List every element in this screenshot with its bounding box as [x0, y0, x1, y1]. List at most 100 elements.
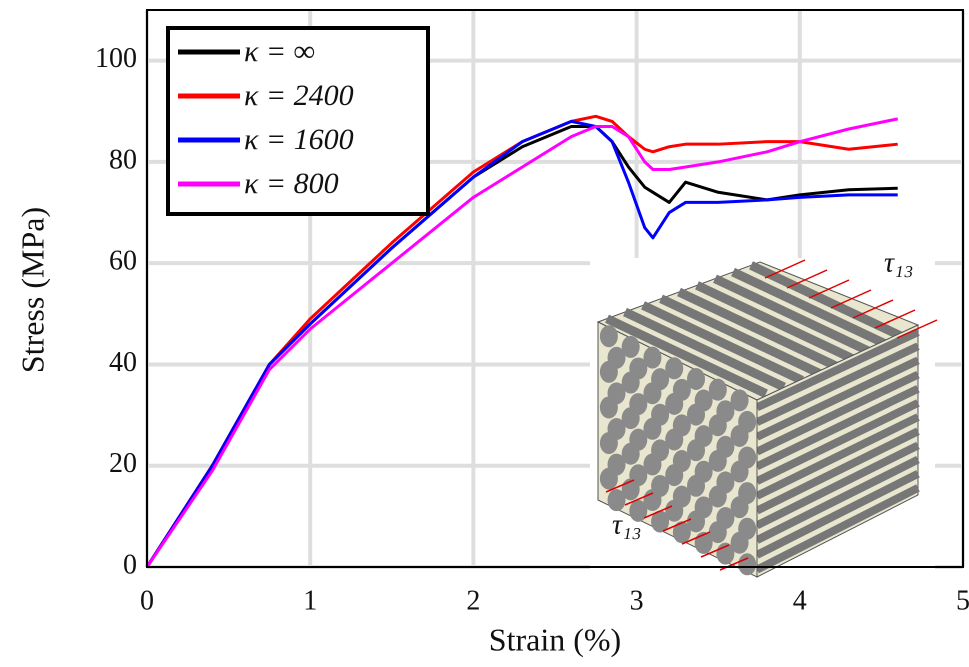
- series-line: [145, 117, 899, 568]
- load-arrow: [764, 259, 806, 279]
- fiber-section: [738, 553, 757, 576]
- fiber-section: [708, 378, 727, 401]
- y-tick-label: 100: [95, 43, 137, 74]
- fiber: [755, 484, 920, 574]
- fiber: [731, 267, 894, 352]
- fiber: [755, 441, 920, 529]
- plot-frame: [146, 9, 964, 568]
- fiber: [641, 301, 804, 385]
- fiber-section: [599, 467, 618, 490]
- fiber: [749, 261, 912, 345]
- inset-cube: [590, 258, 938, 588]
- fiber: [695, 281, 858, 365]
- y-tick-label: 0: [123, 549, 137, 580]
- x-tick-label: 2: [466, 585, 480, 616]
- x-axis-label: Strain (%): [489, 621, 621, 657]
- fiber-section: [599, 396, 618, 419]
- load-arrow: [874, 309, 916, 329]
- legend-label: κ = 2400: [244, 79, 354, 112]
- legend: κ = ∞ κ = 2400 κ = 1600 κ = 800: [166, 26, 430, 216]
- fiber: [755, 385, 920, 470]
- fiber-section: [621, 442, 640, 465]
- fiber-section: [607, 489, 626, 512]
- x-tick-label: 1: [303, 585, 317, 616]
- load-arrow: [624, 492, 654, 506]
- series-line: [145, 114, 898, 568]
- x-tick-label: 5: [956, 585, 969, 616]
- y-tick-label: 80: [109, 144, 137, 175]
- fiber-section: [730, 389, 749, 412]
- fiber-section: [687, 474, 706, 497]
- x-tick-label: 3: [630, 585, 644, 616]
- y-tick-label: 60: [109, 246, 137, 277]
- fiber: [755, 456, 920, 544]
- x-tick-label: 4: [793, 585, 807, 616]
- fiber-section: [665, 428, 684, 451]
- fiber-section: [651, 510, 670, 533]
- fiber-section: [708, 521, 727, 544]
- fiber-section: [643, 346, 662, 369]
- fiber: [659, 294, 822, 378]
- fiber-section: [599, 325, 618, 348]
- fiber-section: [687, 403, 706, 426]
- fiber-section: [730, 531, 749, 554]
- series-line: [145, 119, 898, 568]
- fiber-section: [621, 371, 640, 394]
- load-arrow: [605, 479, 635, 493]
- fiber: [755, 356, 920, 441]
- fiber: [623, 307, 786, 392]
- fiber-section: [665, 392, 684, 415]
- fiber-section: [599, 432, 618, 455]
- annotation: τ₁₃: [612, 509, 642, 540]
- fiber: [755, 370, 920, 456]
- fiber-section: [643, 453, 662, 476]
- fiber-section: [687, 439, 706, 462]
- fiber-section: [621, 335, 640, 358]
- y-axis-label: Stress (MPa): [14, 207, 50, 373]
- fiber: [677, 287, 840, 372]
- load-arrow: [643, 505, 673, 519]
- fiber-section: [730, 460, 749, 483]
- fiber-section: [599, 360, 618, 383]
- fiber-section: [665, 499, 684, 522]
- fiber-section: [708, 414, 727, 437]
- fiber-section: [672, 521, 691, 544]
- x-tick-label: 0: [140, 585, 154, 616]
- legend-label: κ = 1600: [244, 123, 354, 156]
- fiber: [713, 274, 876, 358]
- load-arrow: [681, 531, 711, 545]
- fiber-section: [730, 496, 749, 519]
- y-tick-label: 40: [109, 347, 137, 378]
- load-arrow: [700, 544, 730, 558]
- load-arrow: [808, 279, 850, 299]
- fiber-section: [687, 510, 706, 533]
- fiber-section: [687, 367, 706, 390]
- fiber-section: [665, 464, 684, 487]
- legend-label: κ = 800: [244, 167, 339, 200]
- fiber-section: [629, 499, 648, 522]
- fiber: [755, 342, 920, 426]
- fiber-section: [643, 382, 662, 405]
- fiber-section: [643, 417, 662, 440]
- load-arrow: [786, 269, 828, 289]
- load-arrow: [830, 289, 872, 309]
- load-arrow: [896, 319, 938, 339]
- y-tick-label: 20: [109, 448, 137, 479]
- fiber: [755, 399, 920, 485]
- legend-label: κ = ∞: [244, 35, 315, 68]
- plot-lines: [145, 114, 899, 568]
- fiber-section: [730, 424, 749, 447]
- load-arrow: [662, 518, 692, 532]
- fiber: [605, 314, 768, 398]
- fiber: [755, 427, 920, 515]
- fiber-section: [665, 357, 684, 380]
- fiber-section: [708, 485, 727, 508]
- annotation: τ₁₃: [884, 247, 914, 278]
- fiber: [755, 328, 920, 411]
- fiber: [755, 413, 920, 500]
- load-arrow: [852, 299, 894, 319]
- fiber: [755, 470, 920, 559]
- fiber-section: [621, 407, 640, 430]
- fiber-section: [708, 449, 727, 472]
